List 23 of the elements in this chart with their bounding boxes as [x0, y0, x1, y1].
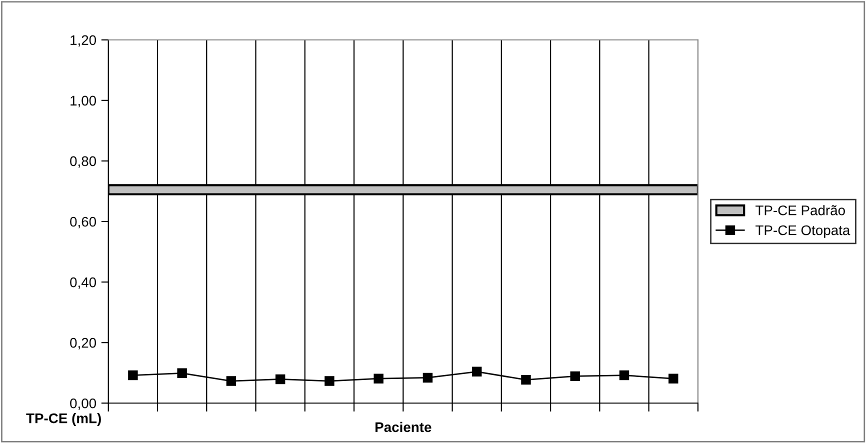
y-axis-title: TP-CE (mL): [26, 413, 101, 426]
legend-label: TP-CE Otopata: [756, 225, 850, 238]
point: [668, 374, 678, 384]
legend-label: TP-CE Padrão: [756, 205, 845, 216]
y-tick-label: 1,00: [70, 96, 96, 108]
y-tick-label: 0,80: [70, 156, 96, 168]
point: [619, 370, 630, 380]
point: [177, 368, 187, 378]
point: [422, 372, 433, 383]
point: [374, 374, 384, 384]
point: [226, 376, 236, 386]
point: [275, 374, 286, 384]
point: [472, 366, 482, 377]
point: [570, 371, 580, 382]
y-tick-label: 0,20: [70, 338, 96, 350]
y-tick-label: 0,40: [70, 277, 96, 289]
point: [521, 374, 531, 385]
point: [324, 376, 334, 386]
y-tick-label: 0,00: [70, 398, 96, 410]
y-tick-label: 1,20: [70, 35, 96, 47]
point: [128, 370, 138, 380]
x-axis-title: Paciente: [376, 422, 432, 432]
y-tick-label: 0,60: [70, 216, 96, 228]
